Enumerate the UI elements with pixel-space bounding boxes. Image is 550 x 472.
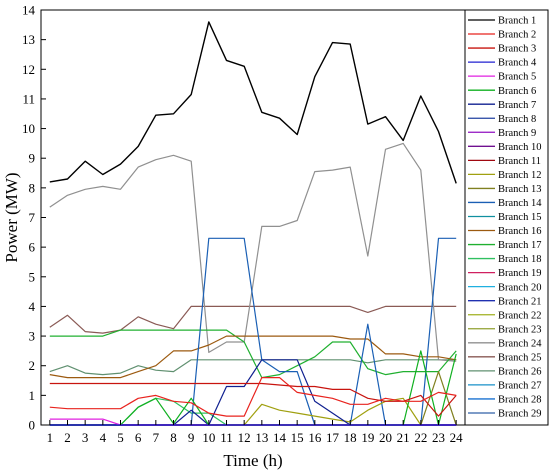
- x-tick-label: 15: [291, 430, 304, 445]
- series-line-16: [49, 335, 457, 379]
- x-tick-label: 1: [47, 430, 54, 445]
- series-line-24: [49, 142, 457, 362]
- series-line-2: [49, 377, 457, 417]
- y-tick-label: 11: [22, 91, 35, 106]
- legend-label: Branch 7: [498, 100, 536, 111]
- legend-label: Branch 23: [498, 324, 541, 335]
- legend-label: Branch 26: [498, 366, 541, 377]
- legend-label: Branch 21: [498, 296, 541, 307]
- legend-label: Branch 29: [498, 409, 541, 420]
- legend-label: Branch 25: [498, 352, 541, 363]
- legend-label: Branch 18: [498, 254, 541, 265]
- y-tick-label: 0: [29, 418, 36, 433]
- legend-label: Branch 3: [498, 44, 536, 55]
- series-line-25: [49, 305, 457, 334]
- legend-label: Branch 2: [498, 30, 536, 41]
- legend-label: Branch 22: [498, 310, 541, 321]
- x-tick-label: 10: [202, 430, 215, 445]
- y-tick-label: 14: [22, 3, 36, 18]
- legend-label: Branch 27: [498, 380, 541, 391]
- plot-area: [40, 9, 466, 426]
- legend-label: Branch 16: [498, 226, 541, 237]
- legend-box: [464, 9, 549, 426]
- x-tick-label: 12: [238, 430, 251, 445]
- x-tick-label: 3: [82, 430, 89, 445]
- legend-label: Branch 8: [498, 114, 536, 125]
- x-tick-label: 11: [220, 430, 233, 445]
- legend-label: Branch 5: [498, 72, 536, 83]
- plot-frame: [40, 9, 466, 426]
- legend-label: Branch 20: [498, 282, 541, 293]
- x-tick-label: 4: [100, 430, 107, 445]
- y-tick-label: 5: [29, 269, 36, 284]
- y-tick-label: 12: [22, 62, 35, 77]
- x-tick-label: 9: [188, 430, 195, 445]
- x-tick-label: 7: [153, 430, 160, 445]
- x-tick-label: 6: [135, 430, 142, 445]
- y-tick-label: 7: [29, 210, 36, 225]
- x-tick-label: 23: [432, 430, 445, 445]
- y-tick-label: 3: [29, 329, 36, 344]
- legend-label: Branch 6: [498, 86, 536, 97]
- legend-label: Branch 1: [498, 16, 536, 27]
- legend-label: Branch 4: [498, 58, 537, 69]
- x-tick-label: 17: [326, 430, 340, 445]
- x-tick-label: 13: [255, 430, 268, 445]
- legend-label: Branch 15: [498, 212, 541, 223]
- series-line-5: [49, 418, 457, 426]
- y-tick-label: 8: [29, 180, 36, 195]
- y-tick-label: 6: [29, 240, 36, 255]
- y-tick-label: 1: [29, 388, 36, 403]
- x-tick-label: 2: [64, 430, 71, 445]
- y-tick-label: 4: [29, 299, 36, 314]
- series-line-17: [49, 329, 457, 379]
- x-tick-label: 14: [273, 430, 287, 445]
- series-line-1: [49, 21, 457, 184]
- x-tick-label: 18: [344, 430, 357, 445]
- legend: Branch 1 Branch 2 Branch 3 Branch 4 Branch 5…: [464, 9, 549, 426]
- series-line-13: [49, 371, 457, 426]
- legend-label: Branch 17: [498, 240, 541, 251]
- x-tick-label: 21: [397, 430, 410, 445]
- legend-label: Branch 12: [498, 170, 541, 181]
- x-tick-label: 22: [414, 430, 427, 445]
- y-tick-label: 13: [22, 32, 35, 47]
- x-tick-label: 16: [308, 430, 322, 445]
- series-line-3: [49, 382, 457, 417]
- y-axis-label: Power (MW): [2, 172, 21, 262]
- y-tick-label: 10: [22, 121, 35, 136]
- legend-label: Branch 14: [498, 198, 542, 209]
- x-tick-label: 20: [379, 430, 392, 445]
- x-tick-label: 8: [170, 430, 177, 445]
- x-tick-label: 24: [450, 430, 464, 445]
- x-tick-label: 19: [361, 430, 374, 445]
- y-tick-label: 2: [29, 358, 36, 373]
- series-layer: [49, 21, 457, 426]
- y-tick-label: 9: [29, 151, 36, 166]
- legend-label: Branch 9: [498, 128, 536, 139]
- x-tick-label: 5: [117, 430, 124, 445]
- legend-label: Branch 28: [498, 395, 541, 406]
- legend-label: Branch 10: [498, 142, 541, 153]
- legend-label: Branch 13: [498, 184, 541, 195]
- x-axis: 1 2 3 4 5 6 7 8 9 10 11 12 13 14 15 16 17 18 19 20 21 22 23 24: [47, 420, 464, 445]
- x-axis-label: Time (h): [223, 451, 282, 470]
- series-line-12: [49, 397, 457, 426]
- legend-label: Branch 11: [498, 156, 541, 167]
- legend-label: Branch 24: [498, 338, 542, 349]
- legend-label: Branch 19: [498, 268, 541, 279]
- series-line-18: [49, 397, 457, 426]
